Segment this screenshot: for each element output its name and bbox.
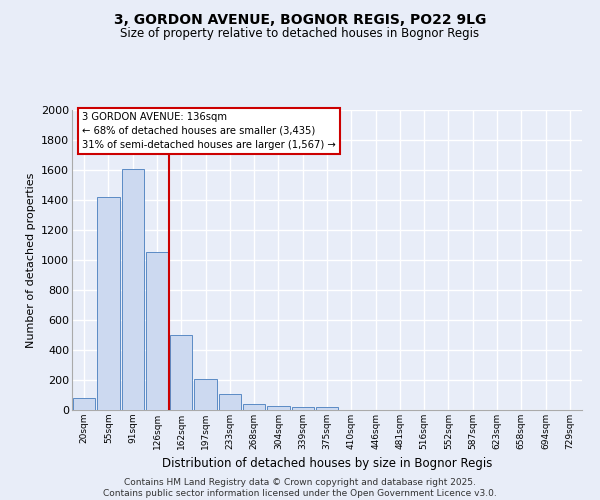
Bar [218, 394, 241, 410]
Bar [194, 379, 217, 410]
Bar [316, 407, 338, 410]
Bar [243, 404, 265, 410]
Bar [170, 335, 193, 410]
Bar [97, 197, 119, 410]
Bar [146, 252, 168, 410]
Text: 3, GORDON AVENUE, BOGNOR REGIS, PO22 9LG: 3, GORDON AVENUE, BOGNOR REGIS, PO22 9LG [114, 12, 486, 26]
Bar [292, 407, 314, 410]
Text: Contains HM Land Registry data © Crown copyright and database right 2025.
Contai: Contains HM Land Registry data © Crown c… [103, 478, 497, 498]
X-axis label: Distribution of detached houses by size in Bognor Regis: Distribution of detached houses by size … [162, 458, 492, 470]
Text: 3 GORDON AVENUE: 136sqm
← 68% of detached houses are smaller (3,435)
31% of semi: 3 GORDON AVENUE: 136sqm ← 68% of detache… [82, 112, 336, 150]
Bar [73, 398, 95, 410]
Bar [267, 406, 290, 410]
Text: Size of property relative to detached houses in Bognor Regis: Size of property relative to detached ho… [121, 28, 479, 40]
Y-axis label: Number of detached properties: Number of detached properties [26, 172, 35, 348]
Bar [122, 168, 144, 410]
